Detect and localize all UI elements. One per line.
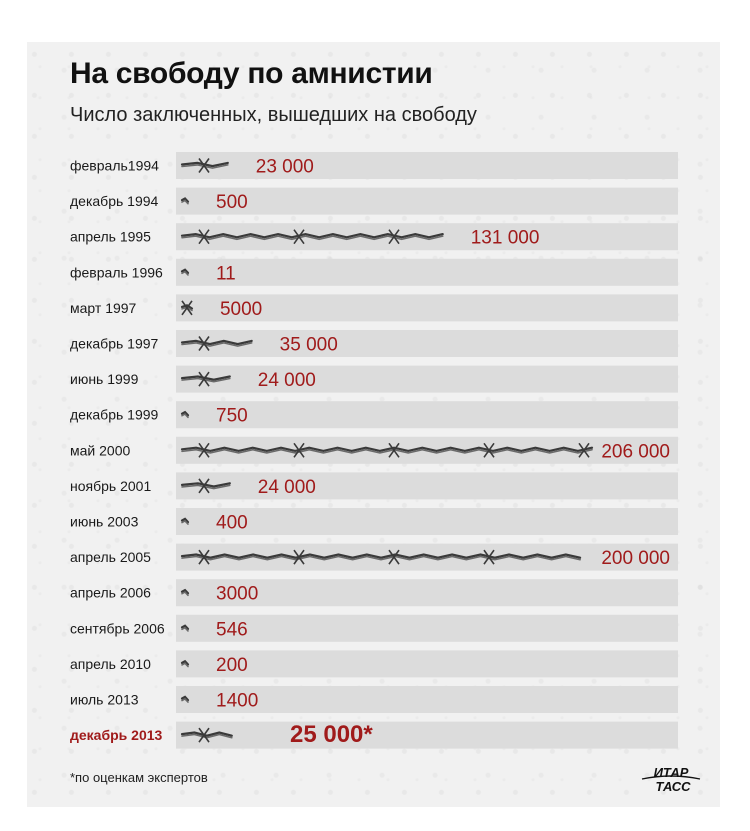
chart-row: июнь 2003 400	[70, 508, 678, 535]
category-label: декабрь 2013	[70, 727, 163, 743]
chart-subtitle: Число заключенных, вышедших на свободу	[70, 104, 477, 126]
chart-row: декабрь 1994 500	[70, 187, 678, 215]
footnote: *по оценкам экспертов	[70, 770, 208, 785]
category-label: апрель 2006	[70, 585, 151, 601]
barbed-wire-bar	[180, 695, 190, 703]
category-label: апрель 2005	[70, 549, 151, 565]
chart-row: май 2000 206 000	[70, 436, 678, 464]
chart-row: март 1997 5000	[70, 294, 678, 322]
row-band	[176, 579, 678, 607]
chart-row: сентябрь 2006 546	[70, 614, 678, 642]
value-label: 400	[216, 513, 248, 534]
logo-line-1: ИТАР	[654, 765, 689, 780]
value-label: 1400	[216, 691, 258, 712]
row-band	[176, 686, 678, 713]
barbed-wire-bar	[180, 268, 190, 276]
value-label: 24 000	[258, 370, 316, 391]
value-label: 25 000*	[290, 721, 373, 748]
category-label: декабрь 1999	[70, 407, 159, 423]
row-band	[176, 721, 678, 749]
row-band	[176, 401, 678, 429]
barbed-wire-bar	[180, 410, 190, 419]
chart-row: июль 2013 1400	[70, 686, 678, 713]
value-label: 24 000	[258, 477, 316, 498]
barbed-wire-bar	[180, 229, 444, 245]
value-label: 3000	[216, 584, 258, 605]
chart-row: ноябрь 2001 24 000	[70, 472, 678, 500]
value-label: 750	[216, 406, 248, 427]
row-band	[176, 650, 678, 678]
chart-row: апрель 2006 3000	[70, 579, 678, 607]
value-label: 11	[216, 263, 236, 284]
category-label: апрель 1995	[70, 229, 151, 245]
chart-row: июнь 1999 24 000	[70, 365, 678, 393]
chart-row: декабрь 1999 750	[70, 401, 678, 429]
chart-row: декабрь 1997 35 000	[70, 330, 678, 357]
row-band	[176, 614, 678, 642]
row-band	[176, 187, 678, 215]
chart-row: апрель 2010 200	[70, 650, 678, 678]
row-band	[176, 294, 678, 322]
barbed-wire-bar	[180, 549, 582, 565]
itar-tass-logo: ИТАР ТАСС	[641, 765, 701, 794]
chart-title: На свободу по амнистии	[70, 57, 433, 90]
category-label: март 1997	[70, 300, 137, 316]
value-label: 206 000	[601, 441, 670, 462]
category-label: апрель 2010	[70, 656, 151, 672]
barbed-wire-bar	[180, 727, 233, 743]
barbed-wire-bar	[180, 371, 231, 387]
barbed-wire-bar	[180, 659, 190, 668]
category-label: июнь 1999	[70, 371, 139, 387]
logo-line-2: ТАСС	[656, 779, 692, 794]
category-label: февраль1994	[70, 158, 159, 174]
barbed-wire-bar	[180, 300, 194, 316]
logo-swoosh	[641, 775, 701, 780]
barbed-wire-bar	[180, 158, 229, 173]
row-band	[176, 152, 678, 179]
value-label: 23 000	[256, 157, 314, 178]
row-band	[176, 258, 678, 286]
category-label: декабрь 1994	[70, 193, 159, 209]
category-label: май 2000	[70, 442, 130, 458]
category-label: июль 2013	[70, 692, 139, 708]
chart-row: декабрь 2013 25 000*	[70, 721, 678, 749]
barbed-wire-bar	[180, 588, 190, 597]
category-label: ноябрь 2001	[70, 478, 151, 494]
barbed-wire-bar	[180, 478, 231, 494]
value-label: 35 000	[280, 335, 338, 356]
category-label: сентябрь 2006	[70, 620, 165, 636]
value-label: 200	[216, 655, 248, 676]
value-label: 546	[216, 619, 248, 640]
category-label: декабрь 1997	[70, 336, 159, 352]
value-label: 5000	[220, 299, 262, 320]
chart-row: апрель 2005 200 000	[70, 543, 678, 571]
barbed-wire-bar	[180, 624, 190, 632]
value-label: 500	[216, 192, 248, 213]
value-label: 200 000	[601, 548, 670, 569]
row-band	[176, 330, 678, 357]
barbed-wire-bar	[180, 197, 190, 205]
row-band	[176, 472, 678, 500]
barbed-wire-bar	[180, 517, 190, 525]
category-label: февраль 1996	[70, 264, 163, 280]
row-band	[176, 365, 678, 393]
row-band	[176, 508, 678, 535]
value-label: 131 000	[471, 228, 540, 249]
barbed-wire-bar	[180, 336, 253, 351]
category-label: июнь 2003	[70, 514, 139, 530]
chart-row: февраль1994 23 000	[70, 152, 678, 179]
chart-row: апрель 1995 131 000	[70, 223, 678, 251]
chart-row: февраль 1996 11	[70, 258, 678, 286]
barbed-wire-bar	[180, 442, 594, 458]
